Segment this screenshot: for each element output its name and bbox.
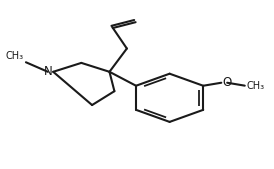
Text: CH₃: CH₃ (246, 81, 264, 91)
Text: CH₃: CH₃ (5, 51, 23, 62)
Text: O: O (223, 76, 232, 89)
Text: N: N (44, 65, 52, 78)
